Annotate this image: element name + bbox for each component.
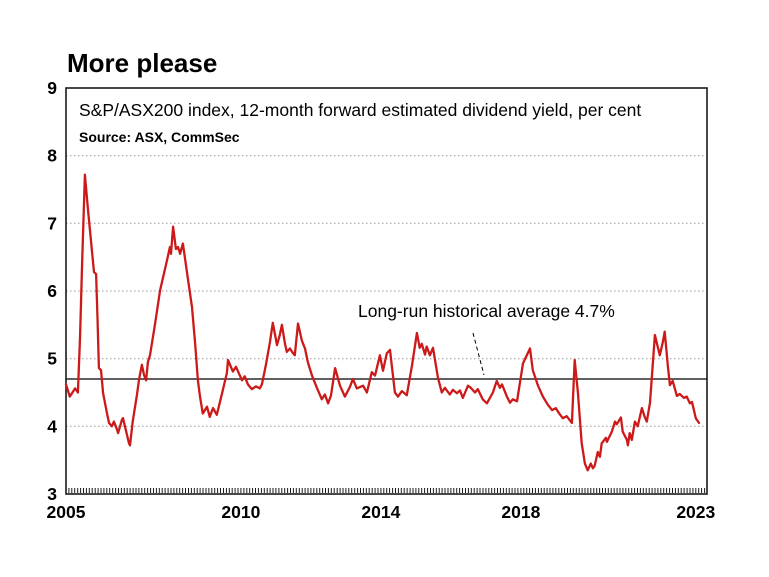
chart-title: More please bbox=[67, 48, 218, 78]
svg-text:2018: 2018 bbox=[501, 502, 540, 522]
chart-source-label: Source: ASX, CommSec bbox=[79, 129, 240, 145]
svg-text:7: 7 bbox=[47, 213, 57, 233]
svg-text:4: 4 bbox=[47, 416, 57, 436]
chart-subtitle: S&P/ASX200 index, 12-month forward estim… bbox=[79, 100, 642, 120]
x-axis-labels: 2005 2010 2014 2018 2023 bbox=[47, 502, 716, 522]
svg-text:2023: 2023 bbox=[676, 502, 715, 522]
svg-text:2014: 2014 bbox=[361, 502, 400, 522]
svg-text:5: 5 bbox=[47, 349, 57, 369]
x-axis-minor-ticks bbox=[65, 488, 706, 493]
svg-text:6: 6 bbox=[47, 281, 57, 301]
gridlines bbox=[66, 155, 707, 427]
svg-text:2005: 2005 bbox=[47, 502, 86, 522]
svg-text:9: 9 bbox=[47, 78, 57, 98]
plot-border bbox=[65, 87, 708, 495]
y-axis-labels: 3 4 5 6 7 8 9 bbox=[47, 78, 57, 504]
average-annotation-label: Long-run historical average 4.7% bbox=[358, 301, 615, 321]
svg-text:3: 3 bbox=[47, 484, 57, 504]
series-line bbox=[64, 173, 701, 472]
annotation-leader-line bbox=[472, 332, 485, 376]
svg-text:2010: 2010 bbox=[221, 502, 260, 522]
svg-text:8: 8 bbox=[47, 146, 57, 166]
